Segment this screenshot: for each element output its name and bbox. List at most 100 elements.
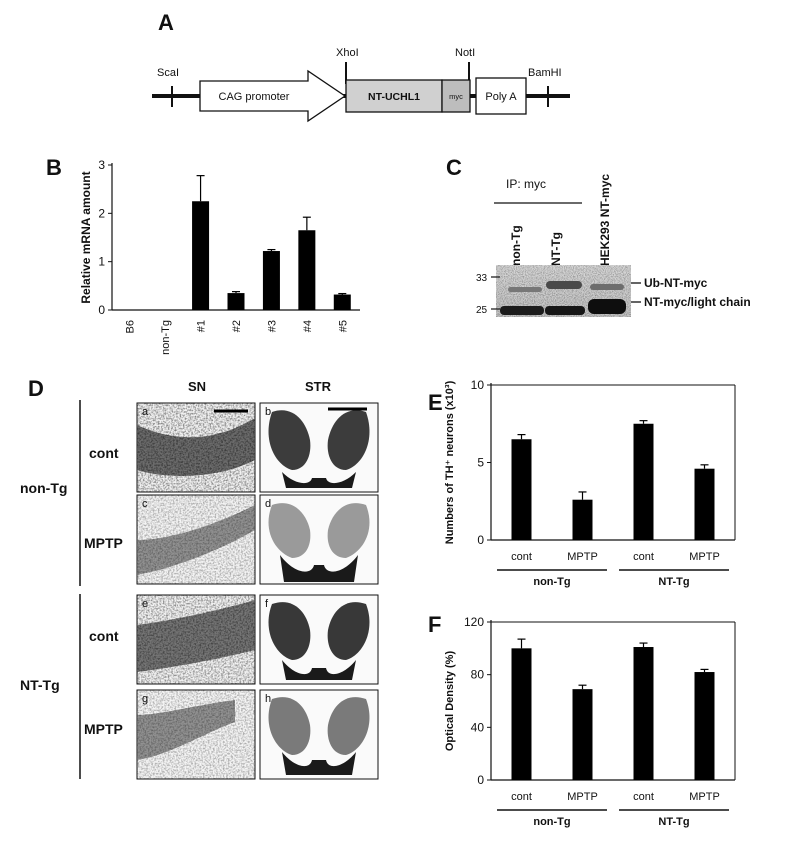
bar [227, 293, 245, 310]
band-non-tg-lower [500, 306, 544, 315]
panel-letter-c: C [446, 155, 462, 180]
micrograph-h: h [259, 689, 379, 780]
row-label-cont-2: cont [89, 628, 119, 644]
x-tick-label: B6 [125, 320, 137, 333]
polya-box [475, 77, 527, 115]
micrograph-f: f [259, 594, 379, 685]
scai-label: ScaI [157, 67, 179, 79]
panel-letter-a: A [158, 10, 174, 35]
bar [572, 689, 593, 780]
x-tick-label: #4 [302, 320, 314, 332]
y-tick-label: 120 [464, 615, 484, 629]
y-tick-label: 0 [477, 533, 484, 547]
svg-text:f: f [265, 598, 269, 610]
panel-letter-b: B [46, 155, 62, 180]
bar [572, 499, 593, 540]
x-tick-label: MPTP [689, 791, 720, 803]
x-tick-label: #2 [231, 320, 243, 332]
column-header-sn: SN [188, 379, 206, 394]
micrograph-a: a [136, 402, 256, 493]
y-tick-label: 40 [471, 720, 485, 734]
panel-letter-f: F [428, 612, 441, 637]
band-nt-tg-upper [546, 281, 582, 289]
bar [333, 294, 351, 310]
bar [694, 468, 715, 540]
lane-label-nt-tg: NT-Tg [549, 232, 563, 266]
row-label-cont-1: cont [89, 445, 119, 461]
construct-diagram: ScaI XhoI NotI BamHI CAG promoter NT-UCH… [152, 47, 570, 123]
svg-text:c: c [142, 498, 148, 510]
bar [633, 423, 654, 540]
micrograph-b: b [259, 402, 379, 493]
marker-33-label: 33 [476, 273, 488, 284]
band-label-ub-nt-myc: Ub-NT-myc [644, 276, 708, 290]
svg-text:d: d [265, 498, 271, 510]
x-tick-label: cont [633, 791, 654, 803]
y-axis-title: Optical Density (%) [444, 651, 456, 752]
band-nt-tg-lower [545, 306, 585, 315]
nt-uchl1-label: NT-UCHL1 [368, 91, 420, 103]
cag-promoter-arrow [199, 69, 347, 123]
marker-25-label: 25 [476, 305, 488, 316]
bar [694, 672, 715, 780]
bar [511, 648, 532, 780]
x-tick-label: MPTP [567, 791, 598, 803]
x-tick-label: #5 [337, 320, 349, 332]
blot-ip-header: IP: myc [506, 177, 546, 191]
band-label-nt-myc-light-chain: NT-myc/light chain [644, 295, 751, 309]
bar [192, 201, 210, 310]
polya-label: Poly A [485, 91, 517, 103]
svg-text:e: e [142, 598, 148, 610]
bar [298, 230, 316, 310]
x-tick-label: cont [511, 551, 532, 563]
y-tick-label: 2 [98, 206, 105, 220]
x-tick-label: MPTP [567, 551, 598, 563]
group-label-nt-tg: NT-Tg [20, 677, 60, 693]
group-label-non-tg: non-Tg [20, 480, 67, 496]
micrograph-d: d [259, 494, 379, 585]
noti-label: NotI [455, 47, 475, 59]
y-tick-label: 0 [98, 303, 105, 317]
y-axis-title: Numbers of TH⁺ neurons (x10³) [444, 380, 456, 544]
lane-label-non-tg: non-Tg [509, 225, 523, 266]
band-hek-lower [588, 299, 626, 314]
x-tick-label: cont [633, 551, 654, 563]
x-tick-label: #3 [266, 320, 278, 332]
row-label-mptp-2: MPTP [84, 721, 123, 737]
bar [511, 439, 532, 540]
chart-b-mrna: 0 1 2 3 Relative mRNA amount B6 non-Tg #1 #2 #3 #4… [79, 158, 360, 355]
panel-letter-e: E [428, 390, 443, 415]
bamhi-label: BamHI [528, 67, 562, 79]
panel-letter-d: D [28, 376, 44, 401]
bar [262, 251, 280, 310]
svg-text:h: h [265, 693, 271, 705]
myc-tag-label: myc [449, 92, 463, 101]
group-label: NT-Tg [658, 816, 689, 828]
y-tick-label: 1 [98, 255, 105, 269]
y-tick-label: 10 [471, 378, 485, 392]
cag-promoter-label: CAG promoter [219, 91, 290, 103]
xhoi-label: XhoI [336, 47, 359, 59]
band-hek-upper [590, 284, 624, 290]
row-label-mptp-1: MPTP [84, 535, 123, 551]
chart-f-optical-density: 0 40 80 120 Optical Density (%) cont MPTP cont M… [444, 615, 736, 828]
group-label: NT-Tg [658, 576, 689, 588]
svg-text:a: a [142, 406, 149, 418]
x-tick-label: MPTP [689, 551, 720, 563]
bar [633, 647, 654, 780]
column-header-str: STR [305, 379, 332, 394]
micrograph-c: c [136, 494, 256, 585]
micrograph-e: e [136, 594, 256, 685]
svg-text:b: b [265, 406, 271, 418]
histology-grid: SN STR non-Tg NT-Tg cont MPTP cont MPTP … [20, 379, 379, 780]
y-tick-label: 80 [471, 668, 485, 682]
x-tick-label: cont [511, 791, 532, 803]
y-tick-label: 5 [477, 456, 484, 470]
group-label: non-Tg [533, 816, 570, 828]
svg-text:g: g [142, 693, 148, 705]
x-tick-label: non-Tg [160, 320, 172, 355]
y-tick-label: 3 [98, 158, 105, 172]
lane-label-hek293: HEK293 NT-myc [598, 174, 612, 266]
x-tick-label: #1 [196, 320, 208, 332]
